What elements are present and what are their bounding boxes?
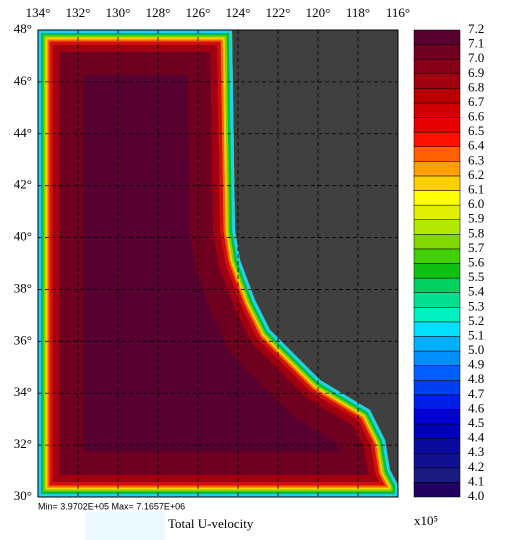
x-tick-label: 116°	[386, 5, 410, 20]
colorbar-label: 6.9	[468, 65, 484, 80]
colorbar-label: 6.1	[468, 182, 484, 197]
y-tick-label: 42°	[14, 177, 32, 192]
x-tick-label: 126°	[186, 5, 211, 20]
y-tick-label: 46°	[14, 73, 32, 88]
colorbar-label: 5.9	[468, 211, 484, 226]
colorbar-multiplier: x10⁵	[414, 513, 438, 528]
x-tick-label: 122°	[266, 5, 291, 20]
colorbar-swatch	[413, 423, 461, 439]
colorbar-swatch	[413, 350, 461, 366]
colorbar-swatch	[413, 190, 461, 206]
colorbar: 4.04.14.24.34.44.54.64.74.84.95.05.15.25…	[413, 21, 485, 503]
colorbar-swatch	[413, 336, 461, 352]
x-tick-label: 118°	[346, 5, 370, 20]
x-tick-label: 120°	[306, 5, 331, 20]
y-tick-label: 30°	[14, 488, 32, 503]
colorbar-label: 5.6	[468, 254, 485, 269]
colorbar-swatch	[413, 219, 461, 235]
colorbar-label: 7.0	[468, 50, 484, 65]
colorbar-swatch	[413, 452, 461, 469]
colorbar-label: 5.4	[468, 284, 485, 299]
x-tick-label: 128°	[146, 5, 171, 20]
colorbar-swatch	[413, 248, 461, 264]
colorbar-swatch	[413, 307, 461, 323]
x-tick-label: 130°	[106, 5, 131, 20]
x-tick-label: 132°	[66, 5, 91, 20]
colorbar-swatch	[413, 117, 461, 133]
colorbar-label: 5.7	[468, 240, 485, 255]
colorbar-label: 4.0	[468, 488, 484, 503]
colorbar-label: 5.8	[468, 225, 484, 240]
colorbar-swatch	[413, 58, 461, 75]
colorbar-swatch	[413, 234, 461, 250]
colorbar-label: 7.2	[468, 21, 484, 36]
colorbar-swatch	[413, 73, 461, 89]
colorbar-label: 4.8	[468, 371, 484, 386]
colorbar-swatch	[413, 88, 461, 104]
colorbar-label: 4.3	[468, 444, 484, 459]
y-tick-label: 38°	[14, 280, 32, 295]
colorbar-swatch	[413, 277, 461, 293]
colorbar-label: 4.4	[468, 430, 485, 445]
colorbar-label: 4.5	[468, 415, 484, 430]
colorbar-swatch	[413, 321, 461, 337]
y-tick-label: 44°	[14, 125, 32, 140]
colorbar-label: 4.9	[468, 357, 484, 372]
colorbar-swatch	[413, 482, 461, 498]
colorbar-swatch	[413, 44, 461, 60]
stats: Min= 3.9702E+05 Max= 7.1657E+06	[38, 501, 185, 511]
y-tick-label: 32°	[14, 436, 32, 451]
colorbar-label: 6.5	[468, 123, 484, 138]
colorbar-label: 5.5	[468, 269, 484, 284]
y-tick-label: 34°	[14, 384, 32, 399]
colorbar-swatch	[413, 204, 461, 220]
x-tick-label: 134°	[26, 5, 51, 20]
colorbar-label: 6.4	[468, 138, 485, 153]
plot-frame	[37, 29, 399, 498]
colorbar-swatch	[413, 102, 461, 118]
colorbar-swatch	[413, 263, 461, 279]
colorbar-swatch	[413, 131, 461, 147]
colorbar-swatch	[413, 292, 461, 308]
y-tick-label: 40°	[14, 229, 32, 244]
colorbar-swatch	[413, 175, 461, 191]
colorbar-swatch	[413, 161, 461, 177]
colorbar-label: 6.2	[468, 167, 484, 182]
colorbar-swatch	[413, 394, 461, 410]
y-tick-label: 36°	[14, 332, 32, 347]
title-backdrop	[85, 512, 165, 540]
colorbar-label: 5.3	[468, 298, 484, 313]
colorbar-swatch	[413, 409, 461, 425]
colorbar-label: 7.1	[468, 36, 484, 51]
colorbar-label: 4.7	[468, 386, 485, 401]
colorbar-label: 6.0	[468, 196, 484, 211]
colorbar-swatch	[413, 29, 461, 45]
colorbar-label: 6.7	[468, 94, 485, 109]
chart-title: Total U-velocity	[168, 516, 254, 531]
colorbar-swatch	[413, 467, 461, 483]
colorbar-label: 6.3	[468, 152, 484, 167]
colorbar-label: 4.6	[468, 400, 485, 415]
colorbar-label: 4.1	[468, 473, 484, 488]
colorbar-swatch	[413, 380, 461, 396]
colorbar-swatch	[413, 146, 461, 162]
y-tick-label: 48°	[14, 21, 32, 36]
colorbar-label: 6.6	[468, 109, 485, 124]
colorbar-swatch	[413, 365, 461, 381]
colorbar-swatch	[413, 438, 461, 454]
field-bands	[38, 30, 398, 497]
colorbar-label: 6.8	[468, 79, 484, 94]
colorbar-label: 5.1	[468, 327, 484, 342]
colorbar-label: 5.0	[468, 342, 484, 357]
colorbar-label: 5.2	[468, 313, 484, 328]
colorbar-label: 4.2	[468, 459, 484, 474]
x-tick-label: 124°	[226, 5, 251, 20]
